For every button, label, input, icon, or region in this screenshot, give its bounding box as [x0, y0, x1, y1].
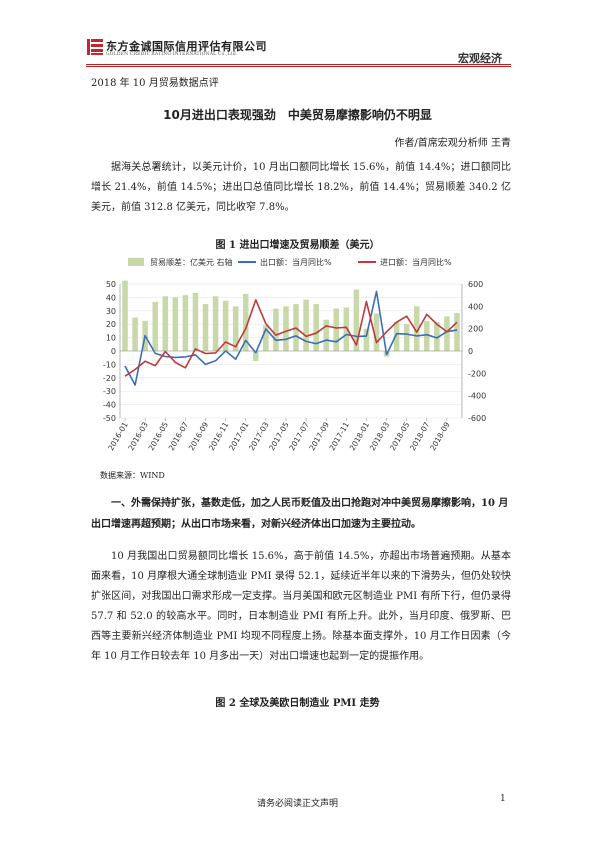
legend-label: 出口额：当月同比%: [260, 257, 332, 267]
report-subtitle: 2018 年 10 月贸易数据点评: [91, 78, 219, 89]
bar-surplus: [373, 313, 380, 351]
bar-surplus: [303, 299, 309, 351]
left-axis-tick-label: 10: [106, 334, 116, 343]
line-export: [124, 290, 458, 386]
header-rule-secondary: [86, 66, 511, 67]
section-heading-paragraph: 一、外需保持扩张，基数走低，加之人民币贬值及出口抢跑对冲中美贸易摩擦影响，10 …: [91, 498, 509, 530]
body-paragraph: 10 月我国出口贸易额同比增长 15.6%，高于前值 14.5%，亦超出市场普遍…: [91, 551, 511, 662]
bar-surplus: [212, 296, 219, 351]
left-axis-tick-label: 0: [111, 347, 116, 356]
author-line: 作者/首席宏观分析师 王青: [394, 138, 511, 149]
brand-name-en: GOLDEN CREDIT RATING INTERNATIONAL Co.,L…: [106, 52, 238, 57]
company-logo-icon: [86, 38, 104, 56]
left-axis-tick-label: 20: [106, 320, 116, 329]
x-tick-label: 2018-09: [428, 420, 452, 452]
section-label: 宏观经济: [458, 52, 502, 65]
line-import: [124, 299, 458, 377]
bar-surplus: [202, 304, 209, 351]
figure-1-title: 图 1 进出口增速及贸易顺差（美元）: [215, 240, 380, 251]
bar-surplus: [182, 295, 189, 351]
page-number: 1: [500, 794, 506, 804]
bar-surplus: [122, 280, 128, 351]
right-axis-tick-label: 0: [468, 347, 473, 356]
bar-surplus: [313, 304, 319, 351]
trade-chart: 贸易顺差：亿美元 右轴 出口额：当月同比% 进口额：当月同比% -50-40-30-…: [103, 257, 486, 452]
chart-bars: [122, 280, 460, 362]
intro-paragraph: 据海关总署统计，以美元计价，10 月出口额同比增长 15.6%，前值 14.4%…: [91, 162, 511, 213]
chart-lines: [124, 290, 458, 386]
bar-surplus: [333, 308, 340, 351]
footer-disclaimer: 请务必阅读正文声明: [256, 799, 338, 809]
bar-surplus: [393, 321, 400, 351]
bar-surplus: [192, 292, 199, 351]
bar-surplus: [232, 306, 239, 351]
left-axis-tick-label: -10: [103, 360, 116, 369]
chart-legend: 贸易顺差：亿美元 右轴 出口额：当月同比% 进口额：当月同比%: [128, 257, 452, 267]
bar-surplus: [434, 321, 440, 351]
bar-surplus: [152, 301, 158, 351]
bar-surplus: [424, 320, 430, 351]
bar-surplus: [323, 319, 329, 351]
bar-surplus: [132, 317, 138, 351]
left-axis-tick-label: -50: [103, 414, 116, 423]
bar-surplus: [413, 306, 420, 351]
bar-surplus: [353, 289, 360, 351]
bar-surplus: [242, 294, 249, 351]
left-axis-tick-label: -20: [103, 374, 116, 383]
left-axis-tick-label: -30: [103, 387, 116, 396]
bar-surplus: [454, 313, 460, 351]
bar-surplus: [343, 307, 350, 351]
left-axis-tick-label: 50: [106, 280, 116, 289]
legend-label: 贸易顺差：亿美元 右轴: [150, 257, 233, 267]
legend-swatch-surplus: [128, 258, 144, 266]
bar-surplus: [263, 325, 269, 351]
bar-surplus: [444, 316, 450, 351]
left-axis-tick-label: 30: [106, 307, 116, 316]
bar-surplus: [403, 324, 410, 351]
bar-surplus: [363, 328, 370, 351]
bar-surplus: [273, 308, 279, 351]
bar-surplus: [222, 300, 229, 351]
bar-surplus: [283, 306, 289, 351]
right-axis-tick-label: -400: [468, 392, 486, 401]
left-axis-tick-label: -40: [103, 401, 116, 410]
bar-surplus: [253, 351, 259, 362]
bar-surplus: [162, 296, 169, 351]
right-axis-tick-label: 400: [468, 302, 483, 311]
bar-surplus: [172, 297, 179, 351]
brand-name-cn: 东方金诚国际信用评估有限公司: [106, 40, 267, 53]
right-axis-tick-label: 600: [468, 280, 483, 289]
page-title: 10月进出口表现强劲 中美贸易摩擦影响仍不明显: [163, 108, 432, 122]
left-axis-tick-label: 40: [106, 293, 116, 302]
right-axis-tick-label: 200: [468, 325, 483, 334]
chart-axes: -50 -40 -30 -20 -10 0 10 20 30 40 50 -600 -400 -200 0 2…: [103, 280, 486, 452]
header-rule: [86, 64, 511, 65]
legend-label: 进口额：当月同比%: [380, 257, 452, 267]
data-source: 数据来源：WIND: [100, 471, 165, 480]
right-axis-tick-label: -200: [468, 369, 486, 378]
right-axis-tick-label: -600: [468, 414, 486, 423]
figure-2-title: 图 2 全球及美欧日制造业 PMI 走势: [215, 698, 380, 709]
